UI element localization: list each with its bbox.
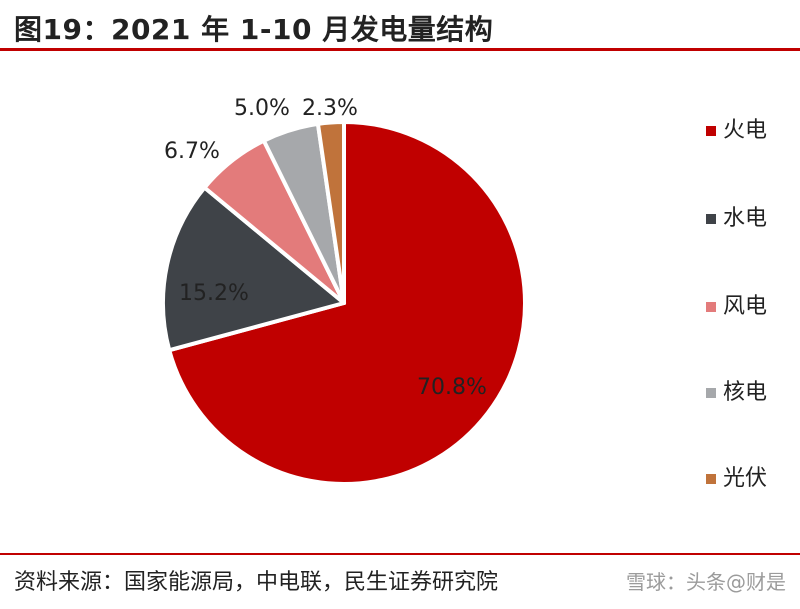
slice-label-4: 2.3% <box>302 96 358 121</box>
slice-label-3: 5.0% <box>234 96 290 121</box>
slice-label-0: 70.8% <box>417 375 487 400</box>
slice-label-2: 6.7% <box>164 139 220 164</box>
pie-slice-4 <box>315 120 346 305</box>
legend-swatch-1 <box>706 214 716 224</box>
legend-swatch-2 <box>706 302 716 312</box>
footer-divider <box>0 553 800 555</box>
pie-slice-0 <box>167 120 527 486</box>
legend-swatch-3 <box>706 388 716 398</box>
watermark: 雪球：头条@财是 <box>626 570 786 594</box>
title-divider <box>0 48 800 51</box>
legend-label-1: 水电 <box>723 206 767 231</box>
legend-label-4: 光伏 <box>723 466 767 491</box>
legend-label-0: 火电 <box>723 118 767 143</box>
legend-swatch-0 <box>706 126 716 136</box>
pie-slice-1 <box>161 185 346 353</box>
slice-label-1: 15.2% <box>179 281 249 306</box>
legend-swatch-4 <box>706 474 716 484</box>
chart-title: 图19：2021 年 1-10 月发电量结构 <box>14 13 494 46</box>
legend-label-2: 风电 <box>723 294 767 319</box>
legend-label-3: 核电 <box>723 380 767 405</box>
pie-chart: 70.8% 15.2% 6.7% 5.0% 2.3% 火电水电风电核电光伏 <box>0 52 800 552</box>
source-note: 资料来源：国家能源局，中电联，民生证券研究院 <box>14 570 499 595</box>
